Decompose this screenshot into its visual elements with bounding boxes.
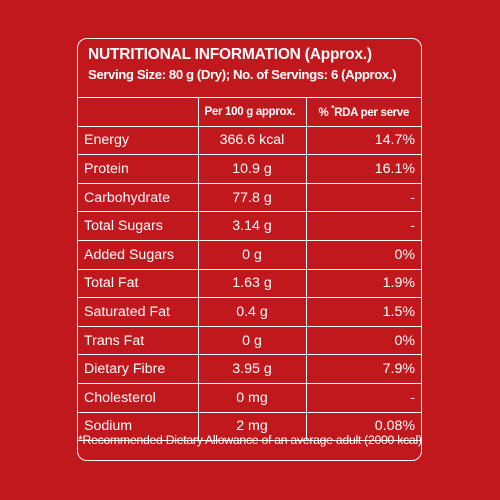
per-100g-value: 366.6 kcal bbox=[197, 125, 307, 156]
header-nutrient bbox=[78, 97, 199, 127]
table-row: Added Sugars 0 g 0% bbox=[78, 239, 421, 270]
serving-info: Serving Size: 80 g (Dry); No. of Serving… bbox=[88, 67, 397, 82]
per-100g-value: 3.14 g bbox=[197, 211, 307, 241]
per-100g-value: 0.4 g bbox=[197, 297, 307, 327]
per-100g-value: 3.95 g bbox=[197, 354, 307, 384]
per-100g-value: 0 g bbox=[197, 325, 307, 356]
table-row: Energy 366.6 kcal 14.7% bbox=[78, 125, 421, 156]
rda-value: 16.1% bbox=[305, 154, 421, 184]
rda-value: - bbox=[305, 182, 421, 213]
rda-value: - bbox=[305, 382, 421, 413]
per-100g-value: 1.63 g bbox=[197, 268, 307, 299]
rda-label: RDA per serve bbox=[334, 107, 410, 120]
nutrient-name: Sodium bbox=[78, 411, 199, 442]
nutrition-table: Per 100 g approx. % *RDA per serve Energ… bbox=[78, 97, 421, 442]
table-row: Total Sugars 3.14 g- bbox=[78, 211, 421, 241]
rda-asterisk: * bbox=[331, 104, 335, 114]
nutrition-panel: NUTRITIONAL INFORMATION (Approx.) Servin… bbox=[77, 38, 422, 461]
table-row: Saturated Fat 0.4 g 1.5% bbox=[78, 297, 421, 327]
nutrient-name: Energy bbox=[78, 125, 199, 156]
table-row: Trans Fat 0 g 0% bbox=[78, 325, 421, 356]
rda-value: 1.5% bbox=[305, 297, 421, 327]
rda-prefix: % bbox=[318, 107, 332, 120]
header-rda: % *RDA per serve bbox=[305, 97, 421, 127]
rda-value: 14.7% bbox=[305, 125, 421, 156]
per-100g-value: 10.9 g bbox=[197, 154, 307, 184]
table-row: Cholesterol 0 mg - bbox=[78, 382, 421, 413]
nutrient-name: Saturated Fat bbox=[78, 297, 199, 327]
nutrient-name: Total Sugars bbox=[78, 211, 199, 241]
table-row: Protein 10.9 g 16.1% bbox=[78, 154, 421, 184]
nutrient-name: Added Sugars bbox=[78, 239, 199, 270]
table-row: Sodium 2 mg 0.08% bbox=[78, 411, 421, 442]
rda-value: 1.9% bbox=[305, 268, 421, 299]
nutrient-name: Total Fat bbox=[78, 268, 199, 299]
table-row: Total Fat 1.63 g 1.9% bbox=[78, 268, 421, 299]
rda-footnote: *Recommended Dietary Allowance of an ave… bbox=[78, 433, 422, 447]
rda-value: 0% bbox=[305, 239, 421, 270]
nutrient-name: Carbohydrate bbox=[78, 182, 199, 213]
nutrient-name: Trans Fat bbox=[78, 325, 199, 356]
per-100g-value: 0 mg bbox=[197, 382, 307, 413]
nutrient-name: Dietary Fibre bbox=[78, 354, 199, 384]
per-100g-value: 77.8 g bbox=[197, 182, 307, 213]
per-100g-value: 0 g bbox=[197, 239, 307, 270]
rda-value: 0% bbox=[305, 325, 421, 356]
header-per-100g: Per 100 g approx. bbox=[197, 97, 307, 127]
rda-value: - bbox=[305, 211, 421, 241]
table-row: Carbohydrate 77.8 g- bbox=[78, 182, 421, 213]
nutrient-name: Protein bbox=[78, 154, 199, 184]
table-header-row: Per 100 g approx. % *RDA per serve bbox=[78, 97, 421, 127]
per-100g-value: 2 mg bbox=[197, 411, 307, 442]
nutrient-name: Cholesterol bbox=[78, 382, 199, 413]
table-row: Dietary Fibre 3.95 g 7.9% bbox=[78, 354, 421, 384]
panel-title: NUTRITIONAL INFORMATION (Approx.) bbox=[88, 46, 372, 63]
rda-value: 7.9% bbox=[305, 354, 421, 384]
rda-value: 0.08% bbox=[305, 411, 421, 442]
